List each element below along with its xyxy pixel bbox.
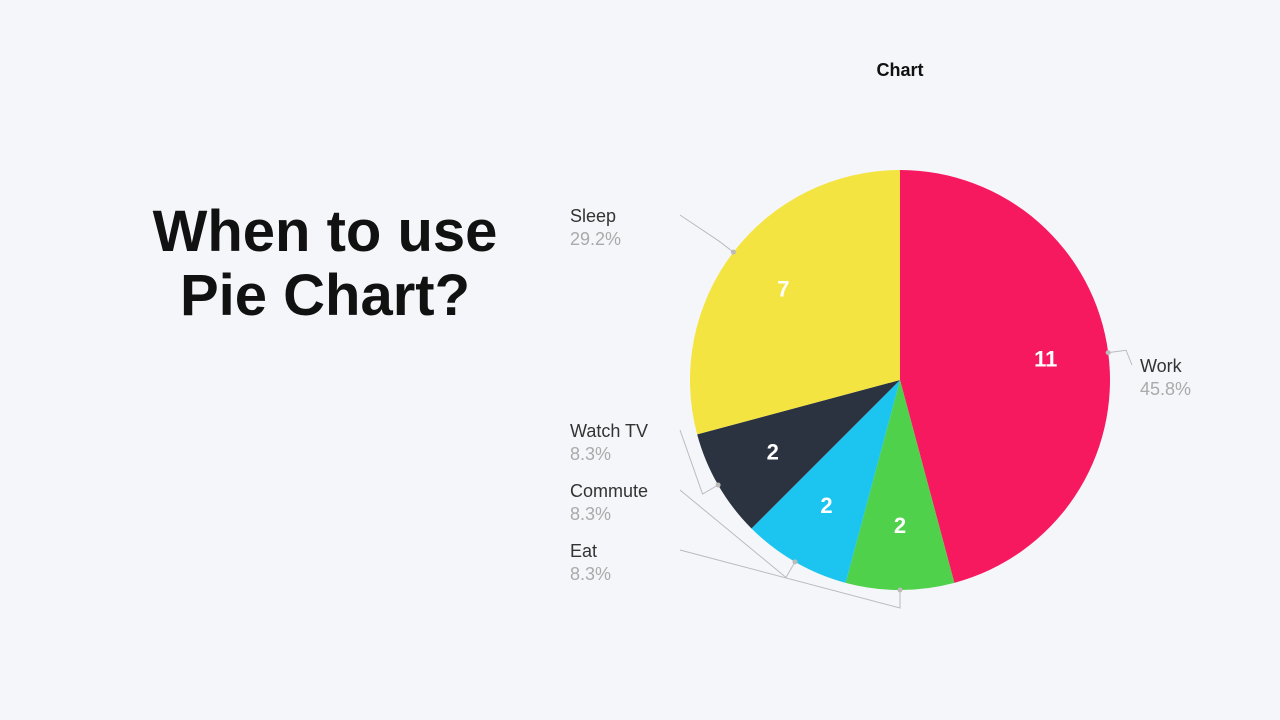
callout-sleep: Sleep29.2% [570, 205, 621, 250]
slice-value-sleep: 7 [777, 276, 789, 301]
leader-sleep [680, 215, 733, 252]
callout-pct: 29.2% [570, 228, 621, 251]
callout-label: Watch TV [570, 420, 648, 443]
leader-dot-commute [793, 559, 798, 564]
callout-commute: Commute8.3% [570, 480, 648, 525]
callout-label: Sleep [570, 205, 621, 228]
callout-label: Work [1140, 355, 1191, 378]
slice-value-commute: 2 [820, 493, 832, 518]
callout-pct: 45.8% [1140, 378, 1191, 401]
callout-pct: 8.3% [570, 503, 648, 526]
page: When to use Pie Chart? Chart 112227 Work… [0, 0, 1280, 720]
headline-line-2: Pie Chart? [65, 264, 585, 328]
leader-dot-eat [898, 588, 903, 593]
callout-label: Eat [570, 540, 611, 563]
slice-value-watch-tv: 2 [767, 439, 779, 464]
leader-work [1108, 350, 1132, 365]
slice-value-work: 11 [1034, 347, 1057, 372]
slice-value-eat: 2 [894, 513, 906, 538]
callout-work: Work45.8% [1140, 355, 1191, 400]
callout-label: Commute [570, 480, 648, 503]
leader-dot-sleep [731, 250, 736, 255]
headline: When to use Pie Chart? [65, 200, 585, 328]
callout-pct: 8.3% [570, 563, 611, 586]
leader-dot-work [1106, 350, 1111, 355]
callout-eat: Eat8.3% [570, 540, 611, 585]
headline-line-1: When to use [65, 200, 585, 264]
leader-dot-watch-tv [716, 483, 721, 488]
pie-chart: Chart 112227 Work45.8%Eat8.3%Commute8.3%… [540, 60, 1260, 660]
callout-pct: 8.3% [570, 443, 648, 466]
callout-watch-tv: Watch TV8.3% [570, 420, 648, 465]
